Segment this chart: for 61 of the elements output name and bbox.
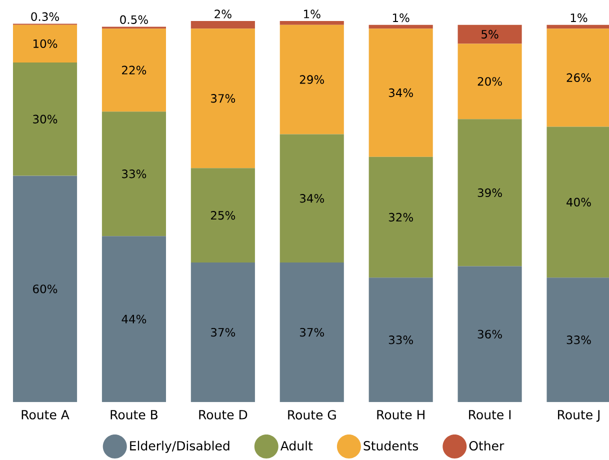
data-label: 2% (214, 9, 232, 18)
data-label: 1% (392, 13, 410, 22)
x-tick-label: Route G (288, 410, 336, 420)
bar (12, 24, 78, 62)
bar (368, 28, 433, 157)
bar (190, 262, 255, 402)
data-label: 34% (300, 194, 324, 202)
data-label: 32% (388, 212, 413, 222)
bar (280, 24, 344, 134)
legend-label: Adult (280, 440, 313, 450)
data-label: 37% (300, 328, 324, 336)
bar (368, 24, 433, 28)
data-label: 10% (34, 39, 58, 48)
data-label: 30% (33, 114, 58, 124)
bar (458, 24, 522, 44)
data-label: 60% (33, 284, 58, 294)
data-label: 5% (482, 30, 498, 38)
data-label: 26% (566, 73, 591, 82)
data-label: 25% (210, 210, 236, 220)
data-label: 0.5% (120, 15, 148, 24)
x-tick-label: Route B (110, 410, 158, 420)
data-label: 44% (122, 314, 146, 324)
x-tick-label: Route H (377, 410, 424, 420)
bar (190, 28, 255, 168)
data-label: 0.3% (31, 12, 59, 21)
bar (102, 236, 166, 402)
data-label: 39% (478, 188, 502, 197)
data-label: 36% (478, 330, 502, 338)
legend-label: Other (469, 440, 504, 450)
bar (458, 43, 522, 119)
data-label: 29% (300, 74, 324, 84)
bar (12, 62, 78, 176)
x-tick-label: Route A (22, 410, 70, 420)
bar (102, 111, 166, 236)
data-label: 1% (570, 13, 588, 22)
data-label: 20% (478, 76, 502, 86)
bar (280, 20, 344, 25)
bar (368, 277, 433, 402)
bar (190, 168, 255, 262)
bar (458, 266, 522, 402)
bar (458, 118, 522, 266)
bar (280, 262, 344, 402)
legend-label: Students (364, 440, 418, 450)
data-label: 40% (566, 198, 591, 206)
bar (368, 156, 433, 278)
legend-label: Elderly/Disabled (130, 440, 230, 453)
data-label: 37% (211, 328, 236, 336)
data-label: 22% (122, 66, 146, 74)
data-label: 37% (211, 94, 236, 103)
data-label: 33% (566, 335, 591, 344)
bar (102, 28, 166, 112)
x-tick-label: Route J (558, 410, 600, 422)
x-tick-label: Route D (199, 410, 248, 420)
data-label: 33% (388, 335, 413, 344)
bar (280, 134, 344, 262)
data-label: 33% (122, 169, 146, 178)
data-label: 34% (388, 88, 413, 97)
bar (12, 176, 78, 402)
x-tick-label: Route I (469, 410, 511, 420)
bar (190, 20, 255, 28)
data-label: 1% (304, 9, 320, 18)
